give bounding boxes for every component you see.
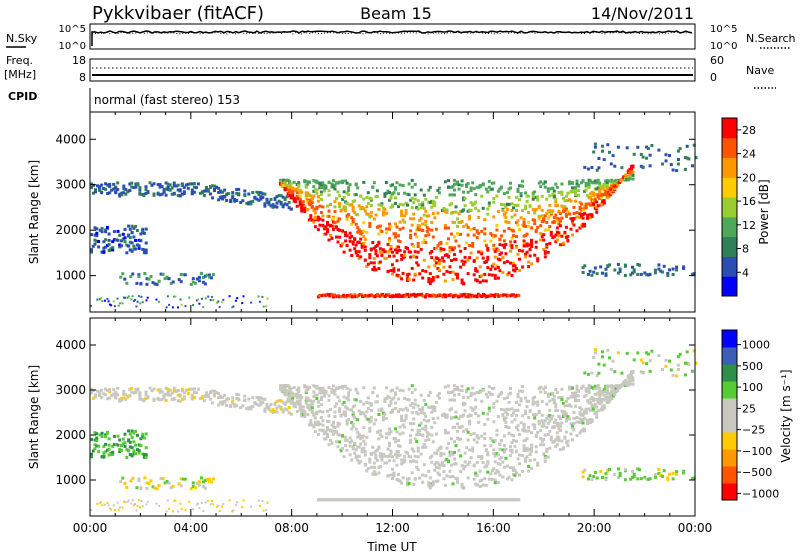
station-title: Pykkvibaer (fitACF) (92, 3, 264, 24)
colorbar-segment (722, 449, 737, 467)
colorbar-segment (722, 256, 737, 277)
colorbar-segment (722, 137, 737, 159)
colorbar-segment (722, 483, 737, 501)
cpid-label: CPID (8, 90, 37, 103)
nsky-tick-top: 10^5 (59, 24, 86, 35)
power-ylabel: Slant Range [km] (27, 160, 41, 264)
y-tick-label: 2000 (55, 223, 86, 237)
cpid-value: normal (fast stereo) 153 (94, 93, 240, 107)
velocity-colorbar-tick: 25 (742, 402, 756, 415)
velocity-colorbar-tick: 100 (742, 381, 763, 394)
nave-tick-bottom: 0 (710, 71, 717, 84)
velocity-panel: Slant Range [km] 1000 2000 3000 4000 00:00 0… (27, 317, 713, 554)
x-tick-label: 20:00 (577, 521, 612, 535)
power-colorbar-tick: 28 (742, 124, 756, 137)
nsearch-tick-top: 10^5 (710, 24, 737, 35)
power-colorbar-tick: 20 (742, 171, 756, 184)
freq-tick-top: 18 (72, 54, 86, 67)
nsky-tick-bottom: 10^0 (59, 41, 86, 52)
velocity-colorbar-tick: 500 (742, 360, 763, 373)
velocity-colorbar-label: Velocity [m s⁻¹] (779, 369, 793, 462)
velocity-ylabel: Slant Range [km] (27, 365, 41, 469)
freq-unit-label: [MHz] (4, 68, 36, 81)
velocity-colorbar-tick: 1000 (742, 339, 770, 352)
freq-panel: Freq. [MHz] 18 8 60 0 Nave (4, 54, 776, 89)
y-tick-label: 1000 (55, 473, 86, 487)
velocity-colorbar-tick: −1000 (742, 487, 779, 500)
velocity-colorbar-tick: −25 (742, 424, 765, 437)
velocity-scatter-cells (90, 348, 698, 513)
colorbar-segment (722, 347, 737, 365)
colorbar-segment (722, 415, 737, 433)
y-tick-label: 1000 (55, 269, 86, 283)
colorbar-segment (722, 197, 737, 218)
power-colorbar-tick: 8 (742, 243, 749, 256)
power-scatter-cells (90, 142, 698, 309)
colorbar-segment (722, 381, 737, 399)
y-tick-label: 4000 (55, 132, 86, 146)
colorbar-segment (722, 216, 737, 238)
velocity-colorbar-tick: −100 (742, 445, 772, 458)
x-tick-label: 16:00 (476, 521, 511, 535)
date-title: 14/Nov/2011 (591, 4, 694, 23)
power-colorbar-label: Power [dB] (757, 179, 771, 244)
colorbar-segment (722, 118, 737, 139)
x-tick-label: 04:00 (174, 521, 209, 535)
power-colorbar: 4 8 12 16 20 24 28 Power [dB] (721, 117, 771, 297)
colorbar-segment (722, 466, 737, 484)
nsky-panel: N.Sky 10^5 10^0 10^5 10^0 N.Search (6, 23, 796, 52)
beam-title: Beam 15 (360, 4, 432, 23)
nsearch-tick-bottom: 10^0 (710, 41, 737, 52)
colorbar-segment (722, 236, 737, 257)
power-panel: Slant Range [km] 1000 2000 3000 4000 (27, 111, 698, 313)
power-colorbar-tick: 24 (742, 148, 756, 161)
colorbar-segment (722, 432, 737, 450)
colorbar-segment (722, 177, 737, 198)
x-tick-label: 12:00 (375, 521, 410, 535)
freq-label: Freq. (6, 54, 33, 67)
y-tick-label: 4000 (55, 338, 86, 352)
power-colorbar-tick: 12 (742, 219, 756, 232)
nsky-label: N.Sky (6, 32, 38, 45)
colorbar-segment (722, 398, 737, 416)
x-tick-label: 08:00 (274, 521, 309, 535)
power-colorbar-tick: 4 (742, 266, 749, 279)
y-tick-label: 2000 (55, 428, 86, 442)
velocity-colorbar-tick: −500 (742, 466, 772, 479)
colorbar-segment (722, 276, 737, 297)
velocity-colorbar: 1000 500 100 25 −25 −100 −500 −1000 Velocity [m… (721, 329, 793, 501)
nsearch-label: N.Search (746, 32, 796, 45)
nave-label: Nave (746, 64, 774, 77)
y-tick-label: 3000 (55, 383, 86, 397)
freq-tick-bottom: 8 (79, 71, 86, 84)
colorbar-segment (722, 157, 737, 178)
colorbar-segment (722, 330, 737, 348)
colorbar-segment (722, 364, 737, 382)
power-colorbar-tick: 16 (742, 195, 756, 208)
x-tick-label: 00:00 (678, 521, 713, 535)
y-tick-label: 3000 (55, 178, 86, 192)
nsky-trace (91, 30, 693, 46)
x-tick-label: 00:00 (73, 521, 108, 535)
velocity-xlabel: Time UT (366, 540, 417, 554)
nave-tick-top: 60 (710, 54, 724, 67)
